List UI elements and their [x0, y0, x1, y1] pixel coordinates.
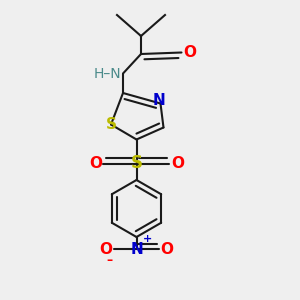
Text: H–N: H–N — [94, 67, 122, 80]
Text: O: O — [89, 156, 102, 171]
Text: S: S — [106, 117, 116, 132]
Text: –: – — [106, 254, 112, 267]
Text: +: + — [142, 235, 152, 244]
Text: O: O — [171, 156, 184, 171]
Text: O: O — [183, 45, 196, 60]
Text: N: N — [130, 242, 143, 256]
Text: S: S — [130, 154, 142, 172]
Text: O: O — [100, 242, 112, 256]
Text: O: O — [160, 242, 173, 256]
Text: N: N — [153, 93, 165, 108]
